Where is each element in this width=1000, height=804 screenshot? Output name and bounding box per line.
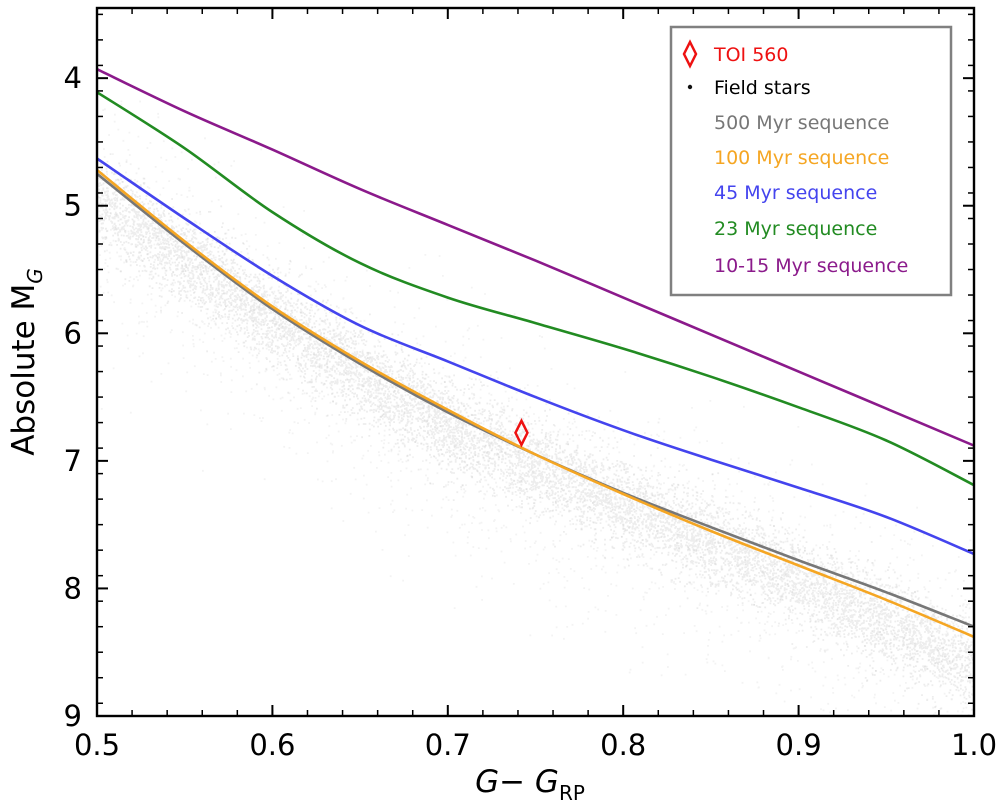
legend-toi-marker [682,39,698,69]
legend-1015myr-label: 10-15 Myr sequence [714,255,908,277]
y-tick-label: 6 [64,316,82,350]
legend-500myr-label: 500 Myr sequence [714,112,889,134]
series-line-45-myr-sequence [97,157,974,556]
legend-toi-label: TOI 560 [713,44,788,66]
series-line-10-15-myr-sequence [97,68,974,447]
target-marker-toi-560 [514,418,529,448]
series-line-100-myr-sequence [97,168,974,639]
x-tick-label: 0.6 [249,728,295,762]
x-tick-label: 0.8 [600,728,646,762]
plot-frame [95,6,976,718]
y-axis-label: Absolute MG [6,268,47,456]
legend: TOI 560 Field stars 500 Myr sequence 100… [669,25,953,297]
axis-ticks: 0.5 0.6 0.7 0.8 0.9 1.0 4 5 6 7 8 9 [64,8,997,762]
x-tick-label: 1.0 [951,728,997,762]
y-tick-label: 9 [64,699,82,733]
sequence-lines [97,68,974,639]
legend-45myr-label: 45 Myr sequence [714,182,877,204]
target-layer [514,418,529,448]
x-axis-label: G− GRP [475,764,585,804]
legend-box [669,25,953,297]
y-axis-label-sub: G [23,268,47,284]
legend-100myr-label: 100 Myr sequence [714,147,889,169]
series-line-23-myr-sequence [97,91,974,487]
x-tick-label: 0.5 [74,728,120,762]
legend-field-marker [687,84,693,90]
y-tick-label: 7 [64,444,82,478]
legend-field-label: Field stars [714,77,811,99]
y-tick-label: 4 [64,61,82,95]
y-axis-label-main: Absolute M [6,284,42,456]
x-axis-label-main: G− G [475,764,559,800]
x-tick-label: 0.9 [776,728,822,762]
x-axis-label-sub: RP [559,781,585,804]
x-tick-label: 0.7 [425,728,471,762]
y-tick-label: 5 [64,189,82,223]
legend-23myr-label: 23 Myr sequence [714,218,877,240]
y-tick-label: 8 [64,571,82,605]
